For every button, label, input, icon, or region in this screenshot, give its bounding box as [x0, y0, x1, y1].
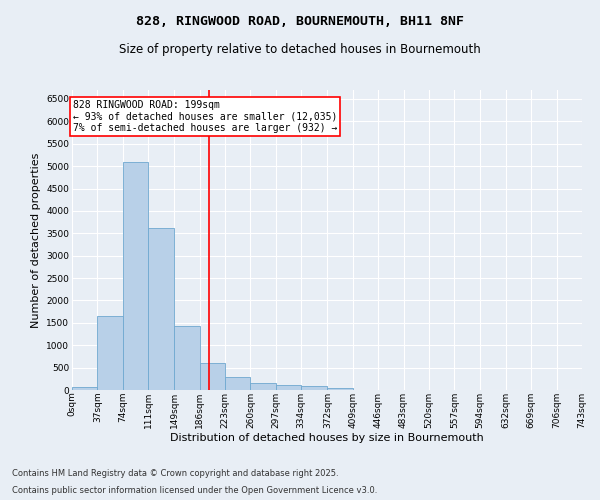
Bar [174, 326, 200, 390]
Bar [72, 388, 97, 390]
Text: Size of property relative to detached houses in Bournemouth: Size of property relative to detached ho… [119, 42, 481, 56]
Bar [97, 316, 123, 390]
Bar [328, 388, 353, 390]
Text: Contains public sector information licensed under the Open Government Licence v3: Contains public sector information licen… [12, 486, 377, 495]
Bar [225, 376, 250, 390]
Bar [250, 383, 276, 390]
Text: Contains HM Land Registry data © Crown copyright and database right 2025.: Contains HM Land Registry data © Crown c… [12, 468, 338, 477]
Text: 828, RINGWOOD ROAD, BOURNEMOUTH, BH11 8NF: 828, RINGWOOD ROAD, BOURNEMOUTH, BH11 8N… [136, 15, 464, 28]
Y-axis label: Number of detached properties: Number of detached properties [31, 152, 41, 328]
X-axis label: Distribution of detached houses by size in Bournemouth: Distribution of detached houses by size … [170, 434, 484, 444]
Bar [148, 228, 174, 390]
Bar [200, 362, 225, 390]
Bar [301, 386, 328, 390]
Bar [123, 162, 148, 390]
Text: 828 RINGWOOD ROAD: 199sqm
← 93% of detached houses are smaller (12,035)
7% of se: 828 RINGWOOD ROAD: 199sqm ← 93% of detac… [73, 100, 337, 133]
Bar [276, 384, 301, 390]
